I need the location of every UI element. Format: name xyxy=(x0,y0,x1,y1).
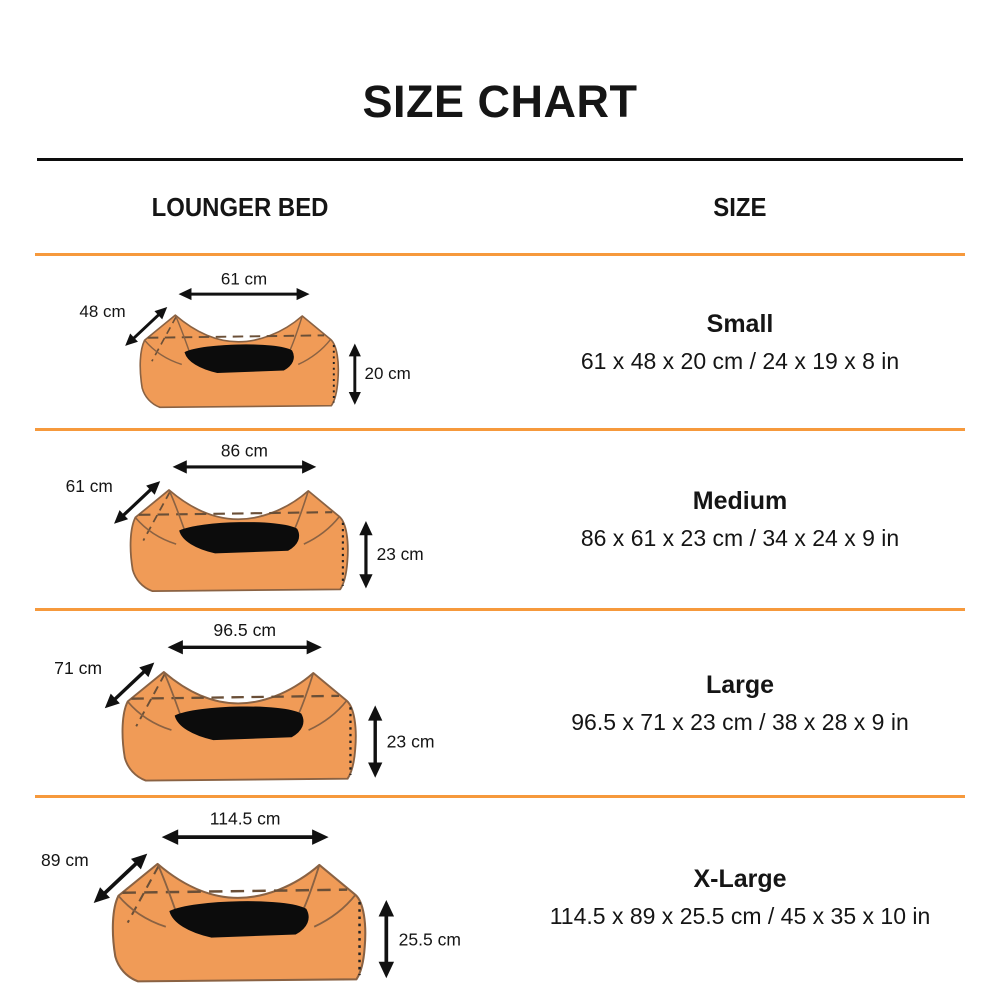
row-divider xyxy=(35,253,965,256)
bed-cushion xyxy=(174,706,304,740)
page-title: SIZE CHART xyxy=(362,76,638,127)
size-dimensions: 114.5 x 89 x 25.5 cm / 45 x 35 x 10 in xyxy=(549,903,931,929)
bed-back-rim-dashed xyxy=(138,511,333,517)
depth-label: 48 cm xyxy=(79,302,125,321)
depth-label: 71 cm xyxy=(54,657,102,677)
lounger-bed-diagram-icon: 86 cm 61 cm 23 cm xyxy=(66,441,424,593)
height-arrow xyxy=(378,899,395,978)
bed-cushion xyxy=(184,344,294,374)
bed-back-rim-dashed xyxy=(131,694,340,700)
width-arrow xyxy=(172,460,317,474)
lounger-bed-diagram-icon: 61 cm 48 cm 20 cm xyxy=(79,270,411,409)
size-dimensions: 61 x 48 x 20 cm / 24 x 19 x 8 in xyxy=(580,347,900,374)
depth-label: 89 cm xyxy=(41,850,89,870)
width-label: 114.5 cm xyxy=(210,808,281,828)
bed-figure: 96.5 cm 71 cm 23 cm xyxy=(0,613,480,794)
width-label: 86 cm xyxy=(221,441,268,461)
depth-arrow xyxy=(93,853,148,903)
depth-label: 61 cm xyxy=(66,476,113,496)
size-cell: Medium 86 x 61 x 23 cm / 34 x 24 x 9 in xyxy=(480,487,1000,552)
row-divider xyxy=(35,428,965,431)
bed-seam-dashed xyxy=(142,491,171,542)
height-arrow xyxy=(348,343,361,406)
lounger-bed-diagram-icon: 114.5 cm 89 cm 25.5 cm xyxy=(41,808,461,982)
size-row-large: 96.5 cm 71 cm 23 cm Large 96.5 x 71 x 23… xyxy=(0,611,1000,795)
height-arrow xyxy=(368,704,383,778)
bed-figure: 61 cm 48 cm 20 cm xyxy=(0,265,480,419)
size-name: X-Large xyxy=(693,865,787,893)
column-header-size: SIZE xyxy=(713,191,767,222)
size-dimensions: 96.5 x 71 x 23 cm / 38 x 28 x 9 in xyxy=(571,708,909,735)
size-cell: X-Large 114.5 x 89 x 25.5 cm / 45 x 35 x… xyxy=(480,865,1000,930)
size-row-medium: 86 cm 61 cm 23 cm Medium 86 x 61 x 23 cm… xyxy=(0,431,1000,608)
height-label: 23 cm xyxy=(387,731,435,751)
bed-cushion xyxy=(179,522,300,554)
size-row-x-large: 114.5 cm 89 cm 25.5 cm X-Large 114.5 x 8… xyxy=(0,798,1000,997)
bed-back-rim-dashed xyxy=(122,888,348,894)
bed-figure: 86 cm 61 cm 23 cm xyxy=(0,435,480,604)
size-row-small: 61 cm 48 cm 20 cm Small 61 x 48 x 20 cm … xyxy=(0,256,1000,428)
size-name: Large xyxy=(705,670,775,699)
bed-figure: 114.5 cm 89 cm 25.5 cm xyxy=(0,800,480,996)
size-name: Medium xyxy=(692,487,788,515)
height-label: 25.5 cm xyxy=(399,929,461,949)
column-header-lounger-bed: LOUNGER BED xyxy=(151,191,329,222)
bed-back-rim-dashed xyxy=(147,334,325,339)
height-arrow xyxy=(359,521,373,589)
size-dimensions: 86 x 61 x 23 cm / 34 x 24 x 9 in xyxy=(580,525,900,551)
bed-seam-dashed xyxy=(151,316,177,362)
bed-cushion xyxy=(169,900,309,938)
lounger-bed-diagram-icon: 96.5 cm 71 cm 23 cm xyxy=(54,619,435,782)
size-name: Small xyxy=(706,309,774,338)
column-headers: LOUNGER BED SIZE xyxy=(0,161,1000,253)
size-cell: Small 61 x 48 x 20 cm / 24 x 19 x 8 in xyxy=(480,310,1000,375)
height-label: 20 cm xyxy=(365,364,411,383)
height-label: 23 cm xyxy=(377,544,424,564)
row-divider xyxy=(35,795,965,798)
width-arrow xyxy=(178,288,310,301)
width-label: 96.5 cm xyxy=(213,619,276,639)
width-arrow xyxy=(167,639,322,654)
size-cell: Large 96.5 x 71 x 23 cm / 38 x 28 x 9 in xyxy=(480,671,1000,736)
bed-seam-dashed xyxy=(126,865,160,923)
width-arrow xyxy=(161,828,329,845)
bed-seam-dashed xyxy=(135,673,166,727)
row-divider xyxy=(35,608,965,611)
depth-arrow xyxy=(114,481,161,524)
width-label: 61 cm xyxy=(221,270,267,289)
title-divider xyxy=(37,158,963,161)
